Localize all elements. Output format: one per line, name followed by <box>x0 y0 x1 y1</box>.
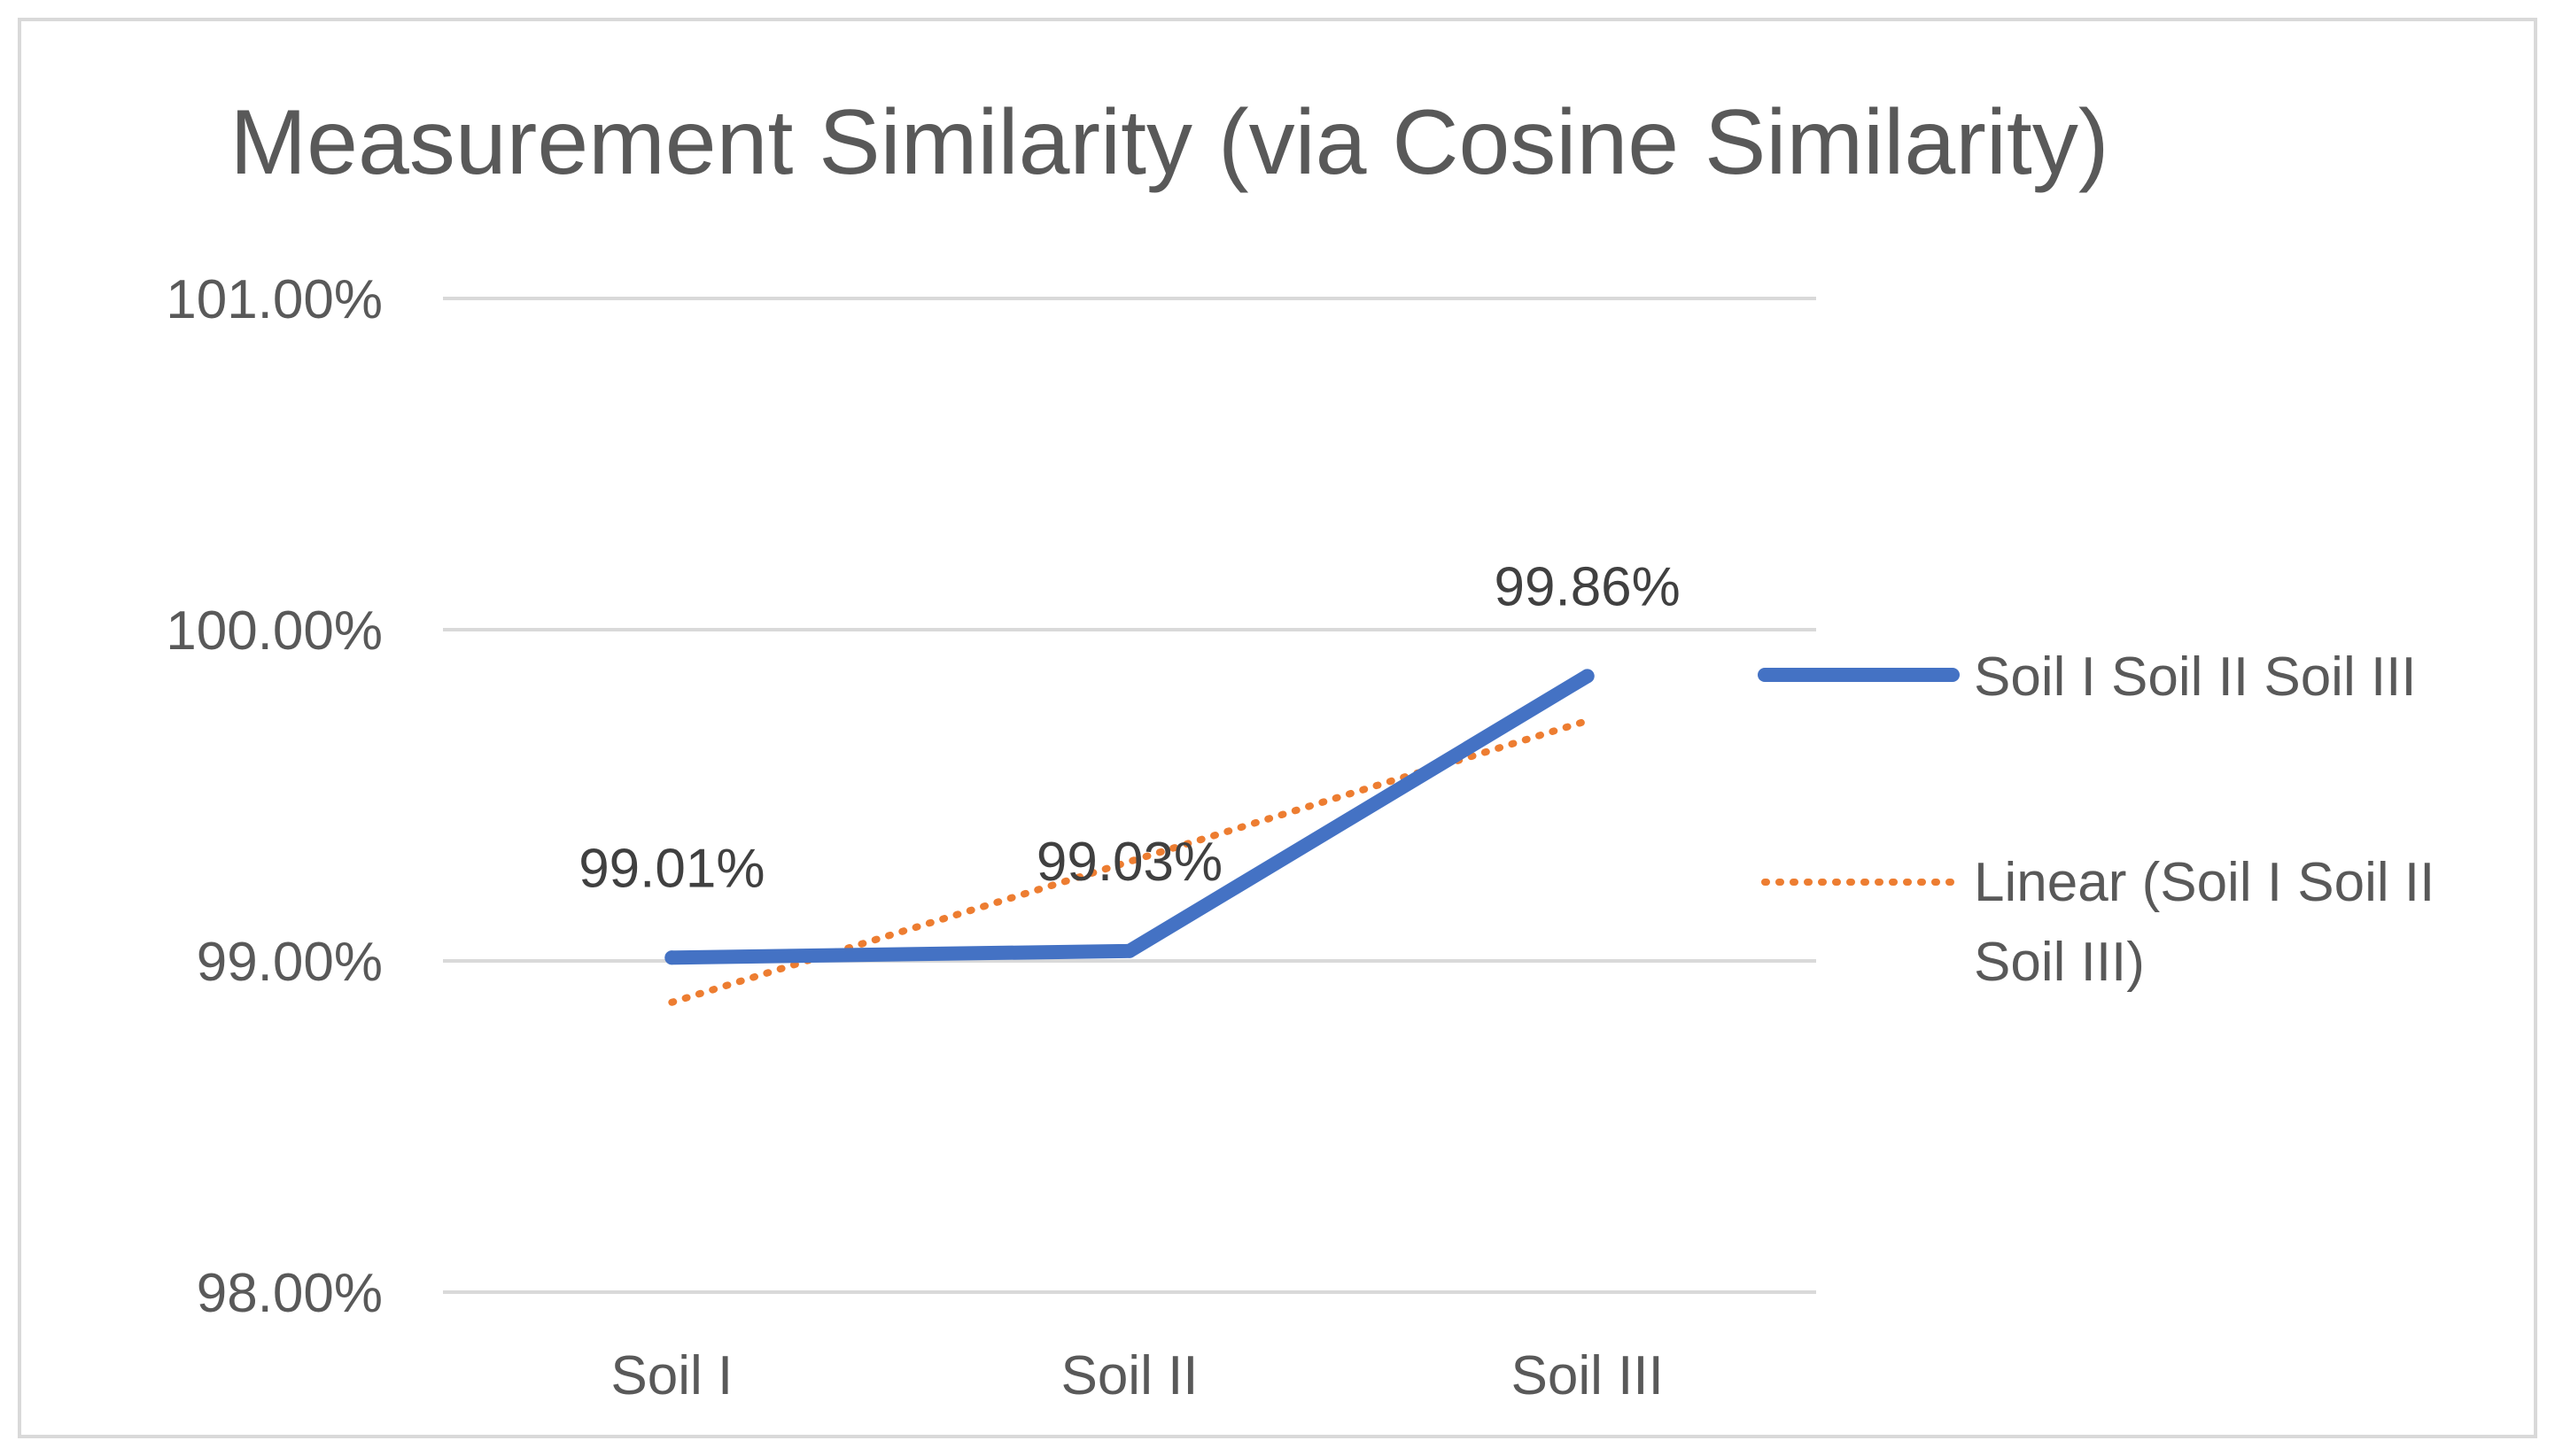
chart-border <box>18 18 2537 1438</box>
data-label: 99.01% <box>579 838 765 899</box>
y-tick-label: 100.00% <box>166 600 383 662</box>
y-tick-label: 101.00% <box>166 269 383 330</box>
data-point <box>664 950 680 965</box>
legend: Soil I Soil II Soil III Linear (Soil I So… <box>1758 647 2435 993</box>
data-point <box>1122 943 1137 958</box>
data-labels: 99.01% 99.03% 99.86% <box>579 556 1681 899</box>
x-axis-ticks: Soil I Soil II Soil III <box>610 1345 1663 1406</box>
series-layer <box>664 669 1595 965</box>
x-tick-label: Soil II <box>1060 1345 1198 1406</box>
data-label: 99.03% <box>1037 832 1223 893</box>
y-tick-label: 99.00% <box>197 932 383 993</box>
x-tick-label: Soil III <box>1511 1345 1664 1406</box>
legend-trendline-label: Soil III) <box>1974 932 2145 993</box>
chart-title: Measurement Similarity (via Cosine Simil… <box>230 91 2109 194</box>
y-tick-label: 98.00% <box>197 1263 383 1324</box>
data-point <box>1580 669 1595 684</box>
legend-trendline-label: Linear (Soil I Soil II <box>1974 852 2435 913</box>
data-label: 99.86% <box>1495 556 1681 617</box>
legend-series-label: Soil I Soil II Soil III <box>1974 647 2417 708</box>
x-tick-label: Soil I <box>610 1345 733 1406</box>
y-axis-ticks: 98.00% 99.00% 100.00% 101.00% <box>166 269 383 1324</box>
